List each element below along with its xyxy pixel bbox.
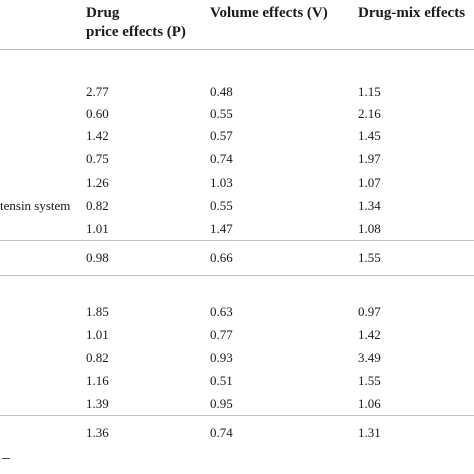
footnote-mark: [2, 458, 10, 459]
table-row: 1.01 0.77 1.42: [0, 323, 474, 347]
row-label: tensin system: [0, 198, 71, 213]
cell-price: 0.75: [86, 151, 109, 166]
cell-volume: 0.77: [210, 327, 233, 342]
cell-drugmix: 1.55: [358, 250, 381, 265]
cell-price: 1.01: [86, 221, 109, 236]
table-row: 1.26 1.03 1.07: [0, 171, 474, 195]
summary-row: 1.36 0.74 1.31: [0, 421, 474, 445]
cell-volume: 1.03: [210, 175, 233, 190]
cell-price: 2.77: [86, 84, 109, 99]
cell-volume: 0.93: [210, 350, 233, 365]
group-divider: [0, 275, 474, 276]
summary-row: 0.98 0.66 1.55: [0, 246, 474, 270]
cell-drugmix: 1.42: [358, 327, 381, 342]
cell-volume: 0.95: [210, 396, 233, 411]
cell-drugmix: 1.07: [358, 175, 381, 190]
cell-price: 0.82: [86, 198, 109, 213]
cell-volume: 0.66: [210, 250, 233, 265]
header-volume-effects: Volume effects (V): [210, 5, 328, 21]
table-row: 2.77 0.48 1.15: [0, 80, 474, 104]
cell-price: 0.60: [86, 106, 109, 121]
table-row: 0.60 0.55 2.16: [0, 102, 474, 126]
cell-drugmix: 1.97: [358, 151, 381, 166]
subtotal-divider: [0, 240, 474, 241]
header-price-line2: price effects (P): [86, 24, 186, 40]
cell-drugmix: 1.15: [358, 84, 381, 99]
cell-volume: 0.55: [210, 106, 233, 121]
table-row: 1.42 0.57 1.45: [0, 124, 474, 148]
cell-price: 1.39: [86, 396, 109, 411]
cell-price: 1.26: [86, 175, 109, 190]
cell-drugmix: 1.34: [358, 198, 381, 213]
table-row: 1.39 0.95 1.06: [0, 392, 474, 416]
cell-volume: 0.63: [210, 304, 233, 319]
header-drugmix-effects: Drug-mix effects: [358, 5, 466, 21]
cell-volume: 0.51: [210, 373, 233, 388]
cell-price: 1.85: [86, 304, 109, 319]
cell-volume: 0.55: [210, 198, 233, 213]
table-row: 1.16 0.51 1.55: [0, 369, 474, 393]
subtotal-divider: [0, 415, 474, 416]
cell-drugmix: 1.45: [358, 128, 381, 143]
table-header: Drug price effects (P) Volume effects (V…: [0, 0, 474, 50]
cell-drugmix: 2.16: [358, 106, 381, 121]
cell-drugmix: 0.97: [358, 304, 381, 319]
table-row: tensin system 0.82 0.55 1.34: [0, 194, 474, 218]
cell-volume: 1.47: [210, 221, 233, 236]
table-row: 1.01 1.47 1.08: [0, 217, 474, 241]
table-row: 0.75 0.74 1.97: [0, 147, 474, 171]
cell-price: 1.36: [86, 425, 109, 440]
cell-volume: 0.74: [210, 425, 233, 440]
cell-price: 0.82: [86, 350, 109, 365]
table-row: 0.82 0.93 3.49: [0, 346, 474, 370]
cell-price: 1.16: [86, 373, 109, 388]
cell-price: 1.42: [86, 128, 109, 143]
cell-volume: 0.74: [210, 151, 233, 166]
cell-price: 0.98: [86, 250, 109, 265]
table-row: 1.85 0.63 0.97: [0, 300, 474, 324]
cell-volume: 0.57: [210, 128, 233, 143]
cell-volume: 0.48: [210, 84, 233, 99]
cell-drugmix: 1.55: [358, 373, 381, 388]
cell-drugmix: 1.06: [358, 396, 381, 411]
cell-drugmix: 3.49: [358, 350, 381, 365]
header-price-effects: Drug price effects (P): [86, 4, 206, 42]
header-price-line1: Drug: [86, 5, 120, 21]
cell-drugmix: 1.31: [358, 425, 381, 440]
cell-drugmix: 1.08: [358, 221, 381, 236]
cell-price: 1.01: [86, 327, 109, 342]
header-divider: [0, 49, 474, 50]
